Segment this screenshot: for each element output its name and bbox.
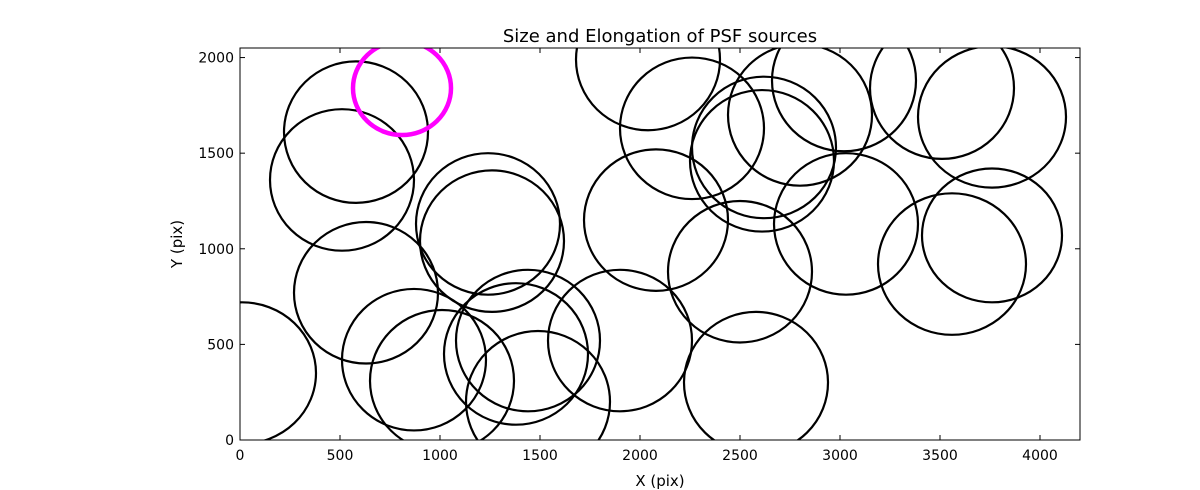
psf-source-ellipse [418,169,566,313]
psf-source-ellipse [868,48,1016,160]
psf-source-ellipse [772,152,920,296]
y-tick-label: 1000 [198,242,234,258]
psf-source-ellipse [690,75,838,220]
psf-source-ellipse-highlighted [350,48,454,138]
psf-source-ellipse [770,48,918,153]
psf-source-ellipse [292,220,440,365]
psf-source-ellipse [666,199,814,344]
x-tick-label: 2000 [622,448,658,464]
psf-source-ellipse [726,48,874,187]
psf-source-ellipse [574,48,722,132]
psf-source-ellipse [454,268,602,413]
psf-source-ellipse [268,108,416,252]
x-axis-title: X (pix) [635,472,684,490]
psf-source-ellipse [682,310,830,440]
psf-source-ellipse [464,329,612,440]
plot-area [240,48,1068,440]
y-tick-label: 2000 [198,51,234,67]
y-tick-label: 1500 [198,146,234,162]
y-axis: 0 500 1000 1500 2000 [198,51,1080,449]
plot-frame [239,47,1081,441]
psf-source-ellipse [582,148,730,292]
psf-source-ellipse [876,192,1028,336]
x-tick-label: 1500 [522,448,558,464]
psf-source-ellipse [916,48,1068,189]
psf-source-ellipse [920,167,1064,304]
chart-title: Size and Elongation of PSF sources [503,26,817,47]
x-tick-label: 500 [327,448,354,464]
psf-source-ellipse [442,282,590,426]
x-tick-label: 4000 [1022,448,1058,464]
psf-source-ellipse [414,152,562,296]
x-tick-label: 0 [236,448,245,464]
x-axis: 0 500 1000 1500 2000 2500 3000 3500 4000 [236,48,1058,464]
y-tick-label: 500 [207,337,234,353]
psf-source-ellipse [240,301,318,440]
psf-source-ellipse [618,56,766,201]
y-axis-title: Y (pix) [168,220,186,269]
psf-source-ellipse [368,308,516,440]
psf-source-ellipse [282,60,430,204]
x-tick-label: 1000 [422,448,458,464]
psf-source-ellipse [546,268,694,413]
y-tick-label: 0 [225,433,234,449]
psf-source-ellipse [340,287,488,432]
x-tick-label: 3500 [922,448,958,464]
x-tick-label: 2500 [722,448,758,464]
x-tick-label: 3000 [822,448,858,464]
